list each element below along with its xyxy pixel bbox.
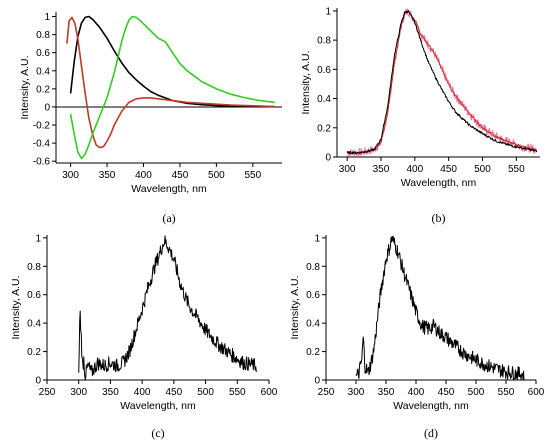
y-tick-label: 0.8	[306, 262, 320, 273]
y-tick-label: 0.6	[36, 48, 50, 59]
y-tick-label: 0.4	[36, 66, 50, 77]
x-tick-label: 350	[102, 387, 119, 398]
x-tick-label: 550	[508, 164, 525, 175]
y-tick-label: 0.4	[317, 94, 331, 105]
y-tick-label: 0.6	[306, 290, 320, 301]
chart-panel-c: 0 0.2 0.4 0.6 0.8 1 250 300 350 400 450 500 550 600 Wa…	[10, 233, 278, 440]
y-tick-label: 0.8	[36, 30, 50, 41]
x-axis-label: Wavelength, nm	[120, 400, 196, 412]
x-tick-label: 500	[197, 387, 214, 398]
y-tick-label: 0.2	[306, 347, 320, 358]
y-tick-label: -0.2	[33, 121, 51, 132]
y-tick-label: 0	[35, 376, 41, 387]
x-tick-label: 400	[406, 164, 423, 175]
y-tick-label: 1	[314, 233, 320, 244]
y-tick-label: 0	[314, 376, 320, 387]
x-tick-label: 600	[261, 387, 278, 398]
y-tick-label: 0.4	[306, 319, 320, 330]
y-tick-label: 0	[325, 153, 331, 164]
x-tick-label: 350	[373, 164, 390, 175]
chart-panel-d: 0 0.2 0.4 0.6 0.8 1 250 300 350 400 450 500 550 600 Wa…	[289, 233, 545, 440]
y-tick-label: 0	[44, 102, 50, 113]
x-tick-label: 550	[498, 387, 515, 398]
series-line-1	[346, 10, 537, 155]
series-line-0	[78, 235, 257, 381]
x-tick-label: 400	[134, 387, 151, 398]
x-tick-label: 450	[440, 164, 457, 175]
y-axis-label: Intensity, A.U.	[10, 276, 22, 340]
x-tick-label: 500	[468, 387, 485, 398]
x-tick-label: 300	[70, 387, 87, 398]
chart-panel-a: -0.6 -0.4 -0.2 0 0.2 0.4 0.6 0.8 1 300 350 400 450 50…	[19, 12, 282, 225]
x-tick-label: 500	[474, 164, 491, 175]
chart-panel-b: 0 0.2 0.4 0.6 0.8 1 300 350 400 450 500 550 Waveleng…	[300, 6, 540, 225]
series-line-2	[69, 15, 275, 160]
y-tick-label: 0.8	[317, 36, 331, 47]
x-tick-label: 300	[62, 170, 79, 181]
y-tick-label: 0.4	[27, 319, 41, 330]
x-tick-label: 250	[39, 387, 56, 398]
x-tick-label: 300	[348, 387, 365, 398]
panel-caption: (a)	[162, 211, 175, 225]
y-tick-label: 0.2	[36, 84, 50, 95]
x-tick-label: 350	[99, 170, 116, 181]
panel-caption: (d)	[424, 426, 438, 440]
y-tick-label: 1	[325, 6, 331, 17]
series-line-0	[69, 15, 275, 108]
x-axis-label: Wavelength, nm	[401, 177, 477, 189]
x-tick-label: 550	[229, 387, 246, 398]
y-tick-label: -0.4	[33, 139, 51, 150]
x-tick-label: 550	[244, 170, 261, 181]
x-axis-label: Wavelength, nm	[393, 400, 469, 412]
y-tick-label: 1	[44, 12, 50, 23]
x-tick-label: 400	[408, 387, 425, 398]
x-tick-label: 450	[172, 170, 189, 181]
y-tick-label: 0.8	[27, 262, 41, 273]
x-axis-label: Wavelength, nm	[131, 183, 207, 195]
series-line-0	[346, 8, 538, 158]
x-tick-label: 450	[438, 387, 455, 398]
series-line-1	[66, 16, 275, 149]
series-line-0	[355, 235, 525, 381]
series-line-2	[346, 10, 538, 155]
x-tick-label: 250	[318, 387, 335, 398]
x-tick-label: 500	[208, 170, 225, 181]
y-tick-label: 0.2	[27, 347, 41, 358]
x-tick-label: 400	[135, 170, 152, 181]
x-tick-label: 350	[378, 387, 395, 398]
y-tick-label: 0.2	[317, 123, 331, 134]
panel-caption: (b)	[432, 211, 446, 225]
y-tick-label: 0.6	[27, 290, 41, 301]
y-tick-label: 0.6	[317, 65, 331, 76]
x-tick-label: 450	[166, 387, 183, 398]
y-tick-label: 1	[35, 233, 41, 244]
y-axis-label: Intensity, A.U.	[300, 51, 312, 115]
x-tick-label: 600	[528, 387, 545, 398]
y-tick-label: -0.6	[33, 157, 51, 168]
panel-caption: (c)	[151, 426, 164, 440]
y-axis-label: Intensity, A.U.	[19, 56, 31, 120]
x-tick-label: 300	[339, 164, 356, 175]
y-axis-label: Intensity, A.U.	[289, 276, 301, 340]
